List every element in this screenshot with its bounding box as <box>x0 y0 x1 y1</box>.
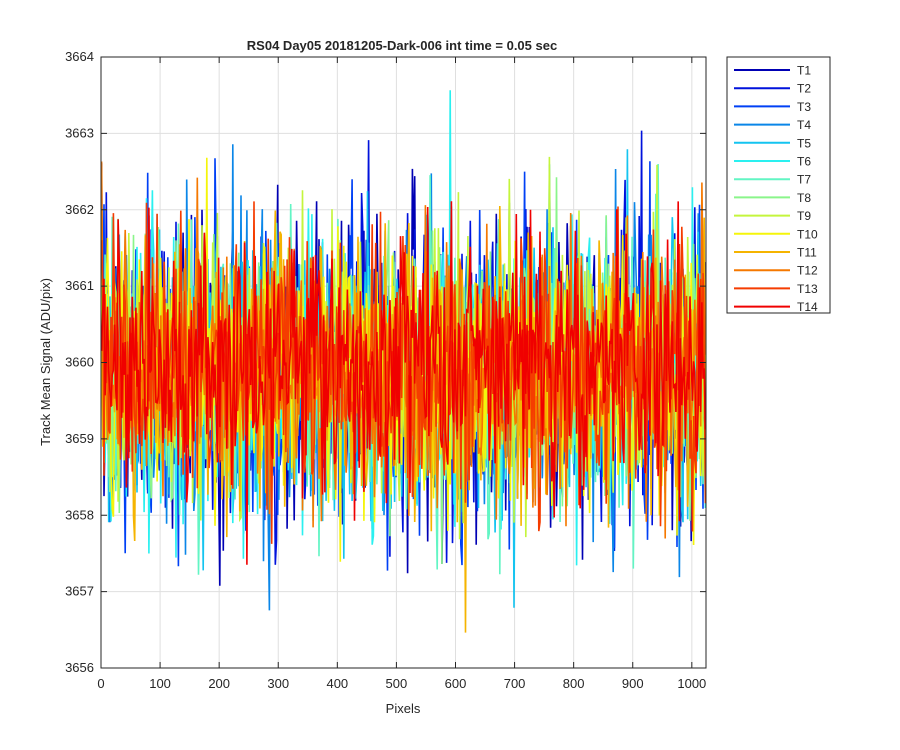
legend-label-t9: T9 <box>797 209 811 223</box>
legend-label-t8: T8 <box>797 191 811 205</box>
legend-label-t10: T10 <box>797 227 818 241</box>
legend-label-t12: T12 <box>797 264 818 278</box>
legend: T1 T2 T3 T4 T5 T6 T7 T8 T9 T10 T11 T12 T13 T14 <box>726 56 831 314</box>
x-tick-label: 200 <box>208 676 230 691</box>
legend-label-t11: T11 <box>797 246 817 260</box>
y-tick-label: 3660 <box>65 355 94 370</box>
legend-label-t7: T7 <box>797 173 811 187</box>
x-tick-label: 600 <box>445 676 467 691</box>
legend-label-t3: T3 <box>797 100 811 114</box>
legend-label-t13: T13 <box>797 282 818 296</box>
x-tick-label: 900 <box>622 676 644 691</box>
x-tick-label: 0 <box>97 676 104 691</box>
y-tick-label: 3657 <box>65 584 94 599</box>
x-tick-label: 800 <box>563 676 585 691</box>
y-tick-label: 3656 <box>65 660 94 675</box>
x-axis-label: Pixels <box>386 701 421 716</box>
y-ticks: 3656 3657 3658 3659 3660 3661 3662 3663 3664 <box>65 49 706 675</box>
legend-label-t1: T1 <box>797 64 811 78</box>
y-tick-label: 3659 <box>65 431 94 446</box>
legend-label-t6: T6 <box>797 155 811 169</box>
y-axis-label: Track Mean Signal (ADU/pix) <box>38 278 53 446</box>
x-tick-label: 100 <box>149 676 171 691</box>
y-tick-label: 3663 <box>65 125 94 140</box>
y-tick-label: 3664 <box>65 49 94 64</box>
legend-label-t14: T14 <box>797 300 818 314</box>
x-tick-label: 300 <box>267 676 289 691</box>
legend-label-t5: T5 <box>797 136 811 150</box>
x-ticks: 0 100 200 300 400 500 600 700 800 900 1000 <box>97 57 706 691</box>
chart-title: RS04 Day05 20181205-Dark-006 int time = … <box>247 38 557 53</box>
legend-label-t2: T2 <box>797 82 811 96</box>
series-line-t14 <box>100 201 707 565</box>
y-tick-label: 3658 <box>65 507 94 522</box>
series-line-t12 <box>100 161 707 539</box>
series-layer <box>100 90 707 633</box>
x-tick-label: 400 <box>326 676 348 691</box>
y-tick-label: 3662 <box>65 202 94 217</box>
x-tick-label: 1000 <box>677 676 706 691</box>
x-tick-label: 700 <box>504 676 526 691</box>
legend-label-t4: T4 <box>797 118 811 132</box>
x-tick-label: 500 <box>386 676 408 691</box>
y-tick-label: 3661 <box>65 278 94 293</box>
